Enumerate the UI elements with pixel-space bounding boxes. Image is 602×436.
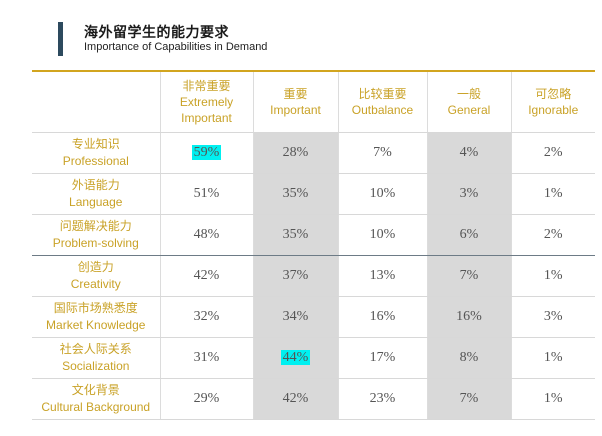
row-label-zh: 创造力: [77, 260, 114, 274]
row-label: 专业知识 Professional: [32, 132, 160, 174]
cell-value: 3%: [426, 173, 511, 215]
cell-value: 34%: [252, 296, 338, 338]
column-header-ignorable: 可忽略 Ignorable: [510, 72, 595, 133]
row-label: 创造力 Creativity: [32, 255, 160, 297]
cell-value: 1%: [510, 173, 595, 215]
cell-value: 17%: [337, 337, 427, 379]
cell-value: 7%: [337, 132, 427, 174]
row-label-zh: 外语能力: [71, 178, 120, 192]
highlighted-value: 44%: [280, 350, 311, 365]
row-label-en: Socialization: [62, 359, 130, 373]
column-header-zh: 重要: [283, 87, 308, 101]
row-label: 问题解决能力 Problem-solving: [32, 214, 160, 256]
cell-value: 16%: [426, 296, 511, 338]
table-top-rule: [32, 70, 595, 72]
cell-value: 1%: [510, 337, 595, 379]
cell-value: 2%: [510, 132, 595, 174]
row-label-en: Problem-solving: [52, 236, 139, 250]
column-header-en: Important: [181, 111, 232, 125]
cell-value: 6%: [426, 214, 511, 256]
cell-value: 51%: [159, 173, 253, 215]
page-title-zh: 海外留学生的能力要求: [84, 25, 229, 41]
column-header-extremely-important: 非常重要 Extremely Important: [159, 72, 253, 133]
cell-value: 2%: [510, 214, 595, 256]
table-row-problem-solving: 问题解决能力 Problem-solving 48% 35% 10% 6% 2%: [32, 214, 595, 256]
cell-value: 7%: [426, 378, 511, 420]
row-label-zh: 专业知识: [71, 137, 120, 151]
row-label-zh: 国际市场熟悉度: [53, 301, 138, 315]
cell-value: 42%: [159, 255, 253, 297]
cell-value: 28%: [252, 132, 338, 174]
column-header-important: 重要 Important: [252, 72, 338, 133]
column-header-zh: 一般: [456, 87, 481, 101]
cell-value: 4%: [426, 132, 511, 174]
row-label: 社会人际关系 Socialization: [32, 337, 160, 379]
row-label-zh: 文化背景: [71, 383, 120, 397]
table-row-socialization: 社会人际关系 Socialization 31% 44% 17% 8% 1%: [32, 337, 595, 379]
row-label-zh: 社会人际关系: [59, 342, 132, 356]
table-row-cultural-background: 文化背景 Cultural Background 29% 42% 23% 7% …: [32, 378, 595, 420]
column-header-general: 一般 General: [426, 72, 511, 133]
column-header-zh: 可忽略: [535, 87, 572, 101]
row-label-en: Cultural Background: [41, 400, 151, 414]
column-header-zh: 比较重要: [358, 87, 407, 101]
column-header-en: Ignorable: [528, 103, 579, 117]
row-label: 文化背景 Cultural Background: [32, 378, 160, 420]
page-title-en: Importance of Capabilities in Demand: [84, 41, 268, 53]
column-header-en: General: [447, 103, 491, 117]
title-accent-bar: [58, 22, 63, 56]
cell-value: 16%: [337, 296, 427, 338]
cell-value: 29%: [159, 378, 253, 420]
table-row-professional: 专业知识 Professional 59% 28% 7% 4% 2%: [32, 132, 595, 174]
cell-value: 3%: [510, 296, 595, 338]
table-row-language: 外语能力 Language 51% 35% 10% 3% 1%: [32, 173, 595, 215]
table-row-market-knowledge: 国际市场熟悉度 Market Knowledge 32% 34% 16% 16%…: [32, 296, 595, 338]
row-label-en: Market Knowledge: [46, 318, 146, 332]
cell-value: 10%: [337, 214, 427, 256]
cell-value: 7%: [426, 255, 511, 297]
highlighted-value: 59%: [191, 145, 222, 160]
cell-value: 10%: [337, 173, 427, 215]
column-header-outbalance: 比较重要 Outbalance: [337, 72, 427, 133]
table-row-creativity: 创造力 Creativity 42% 37% 13% 7% 1%: [32, 255, 595, 297]
row-label-en: Creativity: [70, 277, 121, 291]
cell-value: 32%: [159, 296, 253, 338]
column-header-zh: 非常重要: [182, 79, 231, 93]
row-label: 外语能力 Language: [32, 173, 160, 215]
cell-value: 1%: [510, 378, 595, 420]
cell-value: 59%: [159, 132, 253, 174]
column-header-en: Important: [270, 103, 321, 117]
column-header-en: Outbalance: [351, 103, 414, 117]
cell-value: 44%: [252, 337, 338, 379]
cell-value: 8%: [426, 337, 511, 379]
row-label-en: Professional: [62, 154, 129, 168]
header-row: 非常重要 Extremely Important 重要 Important 比较…: [32, 72, 595, 133]
row-label-en: Language: [69, 195, 123, 209]
cell-value: 35%: [252, 214, 338, 256]
cell-value: 35%: [252, 173, 338, 215]
row-label: 国际市场熟悉度 Market Knowledge: [32, 296, 160, 338]
cell-value: 31%: [159, 337, 253, 379]
cell-value: 42%: [252, 378, 338, 420]
cell-value: 1%: [510, 255, 595, 297]
cell-value: 23%: [337, 378, 427, 420]
capabilities-table: 非常重要 Extremely Important 重要 Important 比较…: [32, 72, 595, 420]
cell-value: 37%: [252, 255, 338, 297]
cell-value: 48%: [159, 214, 253, 256]
header-corner: [32, 72, 160, 133]
cell-value: 13%: [337, 255, 427, 297]
row-label-zh: 问题解决能力: [59, 219, 132, 233]
column-header-en: Extremely: [179, 95, 234, 109]
